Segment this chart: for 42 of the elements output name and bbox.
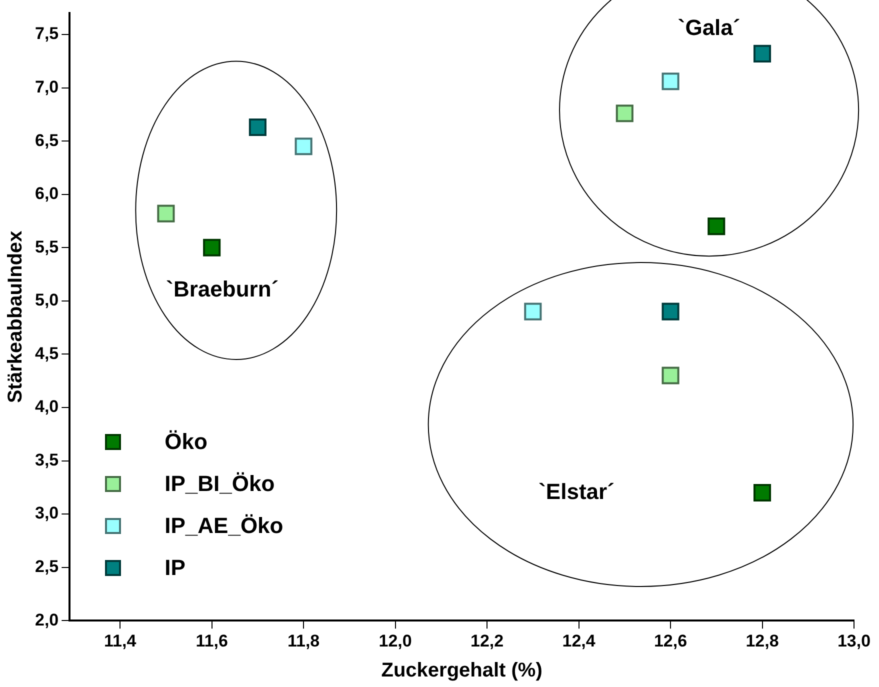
legend-label: IP_BI_Öko — [164, 470, 275, 497]
x-tick-label: 13,0 — [837, 631, 871, 650]
point — [157, 204, 175, 222]
x-tick-label: 12,0 — [378, 631, 412, 650]
y-axis-title: StärkeabbauIndex — [4, 230, 27, 404]
point — [753, 484, 772, 502]
point — [708, 218, 726, 236]
x-tick-label: 11,4 — [104, 631, 137, 650]
point — [248, 118, 266, 136]
annotation: `Elstar´ — [538, 478, 614, 504]
y-tick-label: 4,0 — [34, 397, 59, 416]
legend-label: IP — [164, 554, 186, 581]
x-tick-label: 12,8 — [746, 631, 779, 650]
y-tick-label: 4,5 — [34, 344, 59, 363]
y-tick-label: 3,5 — [34, 450, 59, 470]
x-tick-label: 11,8 — [287, 631, 320, 650]
legend-label: Öko — [164, 428, 208, 455]
y-tick-label: 2,0 — [34, 610, 59, 630]
point — [203, 238, 221, 256]
annotation: `Braeburn´ — [166, 276, 279, 302]
x-tick-label: 12,6 — [654, 631, 688, 650]
point — [524, 302, 542, 320]
y-tick-label: 6,5 — [34, 130, 59, 150]
x-tick-label: 11,6 — [196, 631, 228, 650]
y-tick-label: 5,5 — [34, 237, 59, 256]
y-tick-label: 3,0 — [34, 504, 59, 523]
point — [662, 366, 680, 384]
y-tick-label: 2,5 — [34, 557, 59, 576]
y-tick-label: 7,0 — [34, 77, 59, 96]
x-tick-label: 12,4 — [562, 631, 596, 650]
point — [662, 72, 680, 90]
y-tick-label: 7,5 — [34, 24, 59, 44]
x-axis-title: Zuckergehalt (%) — [381, 660, 542, 682]
y-tick-label: 5,0 — [34, 290, 59, 310]
x-tick-label: 12,2 — [470, 631, 504, 650]
point — [616, 104, 634, 122]
legend-label: IP_AE_Öko — [164, 512, 284, 539]
point — [294, 138, 312, 156]
point — [753, 44, 772, 62]
annotation: `Gala´ — [678, 15, 740, 40]
y-tick-label: 6,0 — [34, 184, 59, 204]
point — [662, 302, 680, 320]
